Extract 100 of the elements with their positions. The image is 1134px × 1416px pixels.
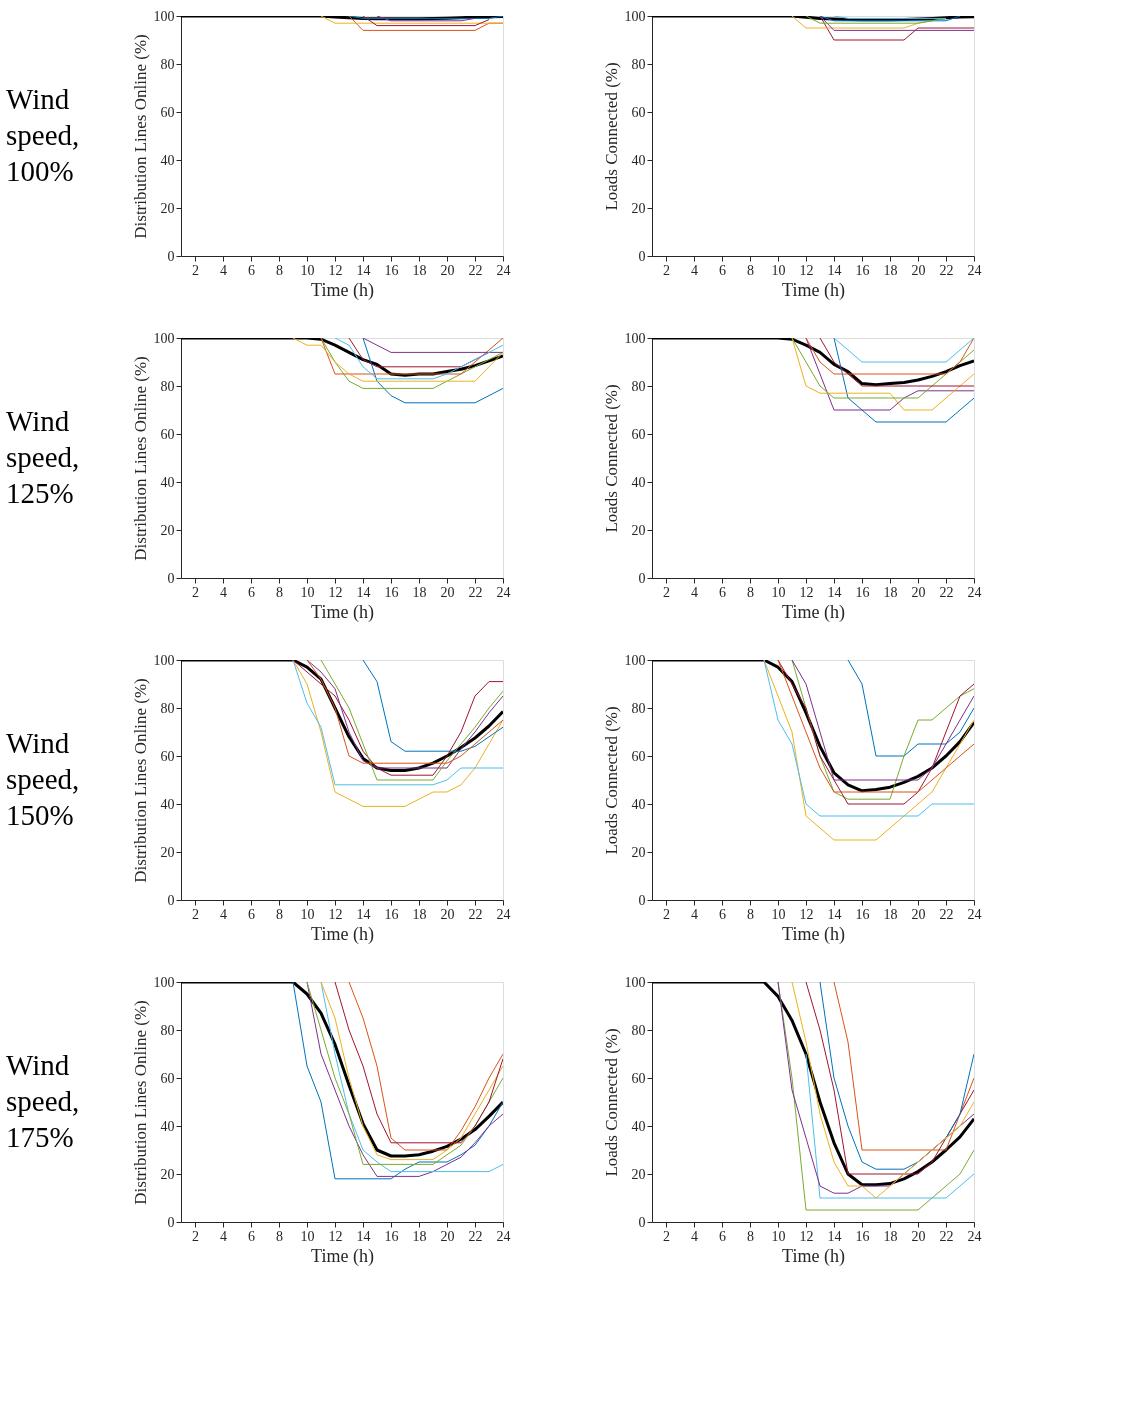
y-axis-title: Distribution Lines Online (%)	[130, 678, 150, 883]
x-tick-label: 14	[827, 584, 842, 600]
y-tick-label: 40	[160, 474, 175, 490]
x-axis-title: Time (h)	[782, 279, 845, 301]
x-tick-label: 22	[468, 906, 483, 922]
x-tick-label: 18	[883, 1228, 898, 1244]
y-tick-label: 100	[153, 974, 175, 990]
y-tick-label: 0	[167, 248, 175, 264]
line-series	[833, 338, 974, 423]
y-tick-label: 80	[160, 378, 175, 394]
x-tick-label: 18	[412, 906, 427, 922]
y-tick-label: 0	[638, 248, 646, 264]
x-tick-label: 20	[911, 1228, 926, 1244]
y-axis-title: Loads Connected (%)	[601, 62, 621, 211]
x-tick-label: 8	[276, 584, 283, 600]
text: Wind speed, 100%	[6, 83, 80, 187]
line-series	[362, 338, 503, 404]
x-tick-label: 6	[719, 584, 726, 600]
x-axis-title: Time (h)	[782, 1245, 845, 1267]
x-tick-label: 20	[440, 584, 455, 600]
text: Wind speed, 125%	[6, 405, 80, 509]
x-tick-label: 22	[468, 262, 483, 278]
x-tick-label: 20	[440, 906, 455, 922]
x-tick-label: 6	[719, 262, 726, 278]
x-tick-label: 24	[496, 262, 511, 278]
y-tick-label: 60	[631, 104, 646, 120]
x-tick-label: 12	[799, 262, 814, 278]
y-tick-label: 20	[160, 1166, 175, 1182]
y-tick-label: 60	[160, 104, 175, 120]
x-tick-label: 14	[356, 262, 371, 278]
y-tick-label: 0	[638, 892, 646, 908]
y-axis-title: Loads Connected (%)	[601, 706, 621, 855]
x-tick-label: 24	[967, 1228, 982, 1244]
x-tick-label: 18	[412, 262, 427, 278]
x-tick-label: 12	[328, 584, 343, 600]
x-tick-label: 4	[691, 906, 698, 922]
y-tick-label: 80	[631, 56, 646, 72]
line-series	[320, 338, 503, 389]
x-tick-label: 10	[771, 1228, 786, 1244]
x-tick-label: 20	[440, 1228, 455, 1244]
x-tick-label: 12	[799, 1228, 814, 1244]
x-tick-label: 22	[468, 1228, 483, 1244]
x-tick-label: 6	[719, 906, 726, 922]
x-tick-label: 10	[300, 1228, 315, 1244]
x-tick-label: 24	[496, 1228, 511, 1244]
x-tick-label: 24	[967, 584, 982, 600]
x-tick-label: 18	[412, 584, 427, 600]
x-tick-label: 2	[663, 262, 670, 278]
x-tick-label: 6	[248, 262, 255, 278]
y-tick-label: 0	[167, 892, 175, 908]
line-series	[819, 338, 974, 387]
x-axis-title: Time (h)	[311, 601, 374, 623]
y-tick-label: 100	[153, 8, 175, 24]
y-tick-label: 20	[631, 844, 646, 860]
x-tick-label: 8	[747, 262, 754, 278]
y-tick-label: 80	[160, 700, 175, 716]
y-tick-label: 0	[167, 1214, 175, 1230]
y-tick-label: 0	[167, 570, 175, 586]
x-tick-label: 18	[412, 1228, 427, 1244]
x-axis-title: Time (h)	[311, 1245, 374, 1267]
x-tick-label: 4	[220, 584, 227, 600]
y-tick-label: 20	[631, 1166, 646, 1182]
x-tick-label: 12	[328, 1228, 343, 1244]
y-tick-label: 100	[624, 974, 646, 990]
x-axis-title: Time (h)	[311, 279, 374, 301]
y-tick-label: 40	[631, 1118, 646, 1134]
x-tick-label: 24	[496, 584, 511, 600]
x-tick-label: 2	[663, 584, 670, 600]
x-axis-title: Time (h)	[311, 923, 374, 945]
y-tick-label: 40	[160, 1118, 175, 1134]
x-tick-label: 10	[771, 262, 786, 278]
y-tick-label: 0	[638, 1214, 646, 1230]
y-tick-label: 20	[160, 844, 175, 860]
x-tick-label: 4	[220, 906, 227, 922]
x-tick-label: 10	[771, 906, 786, 922]
y-tick-label: 100	[624, 330, 646, 346]
line-series	[847, 660, 974, 757]
x-tick-label: 22	[939, 262, 954, 278]
y-axis-title: Distribution Lines Online (%)	[130, 356, 150, 561]
x-tick-label: 20	[911, 906, 926, 922]
x-tick-label: 22	[939, 584, 954, 600]
x-tick-label: 20	[440, 262, 455, 278]
x-tick-label: 2	[192, 262, 199, 278]
y-tick-label: 20	[160, 522, 175, 538]
x-axis-title: Time (h)	[782, 923, 845, 945]
y-tick-label: 60	[631, 748, 646, 764]
y-tick-label: 60	[160, 1070, 175, 1086]
line-series	[320, 338, 503, 375]
x-tick-label: 18	[883, 262, 898, 278]
x-tick-label: 24	[967, 906, 982, 922]
x-tick-label: 8	[276, 1228, 283, 1244]
y-tick-label: 80	[631, 700, 646, 716]
x-tick-label: 24	[496, 906, 511, 922]
x-tick-label: 2	[192, 1228, 199, 1244]
line-series	[833, 982, 974, 1151]
x-tick-label: 2	[663, 906, 670, 922]
x-axis-title: Time (h)	[782, 601, 845, 623]
y-tick-label: 0	[638, 570, 646, 586]
text: Wind speed, 150%	[6, 727, 80, 831]
x-tick-label: 4	[691, 1228, 698, 1244]
